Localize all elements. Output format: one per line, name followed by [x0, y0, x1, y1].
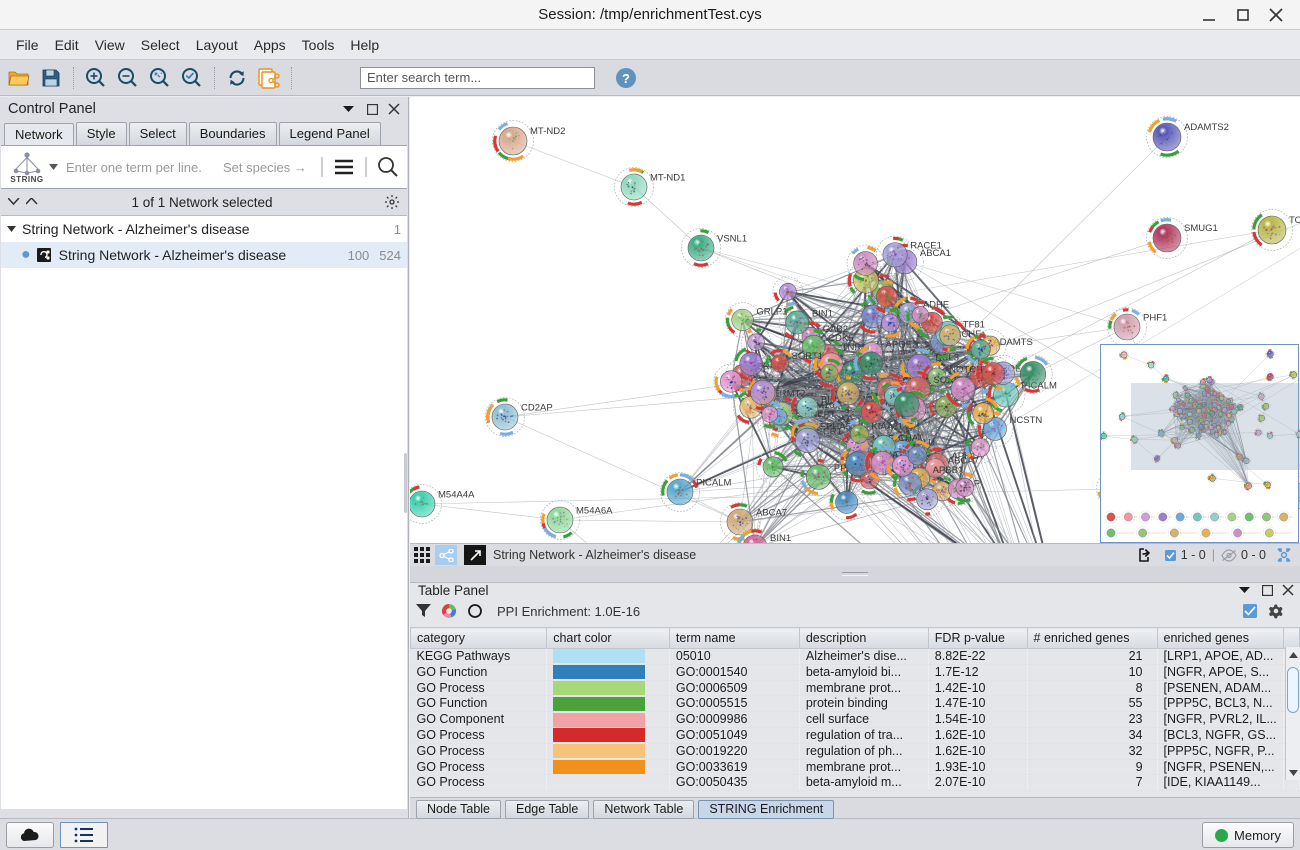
svg-text:CD2AP: CD2AP [521, 403, 553, 414]
svg-text:ABCA7: ABCA7 [756, 508, 787, 519]
svg-text:SORT1: SORT1 [792, 351, 824, 362]
svg-text:MT-ND2: MT-ND2 [530, 126, 565, 137]
svg-text:TOMM40: TOMM40 [1289, 215, 1300, 226]
svg-text:MT-ND1: MT-ND1 [650, 173, 685, 184]
svg-text:VSNL1: VSNL1 [717, 234, 747, 245]
svg-text:PHF1: PHF1 [1143, 313, 1167, 324]
svg-text:M54A6A: M54A6A [576, 506, 613, 517]
svg-text:BIN1: BIN1 [770, 533, 791, 543]
svg-text:SMUG1: SMUG1 [1184, 223, 1218, 234]
svg-text:PICALM: PICALM [696, 478, 731, 489]
svg-text:?: ? [622, 71, 630, 86]
svg-text:APOE2: APOE2 [886, 340, 918, 351]
svg-text:ADAMTS2: ADAMTS2 [1184, 122, 1229, 133]
svg-text:BIN1: BIN1 [812, 309, 833, 320]
svg-text:M54A4A: M54A4A [438, 490, 475, 501]
svg-text:GRLP1: GRLP1 [756, 307, 787, 318]
svg-text:RACE1: RACE1 [910, 241, 942, 252]
svg-text:CDK5: CDK5 [828, 333, 853, 344]
svg-text:APBB1: APBB1 [933, 465, 964, 476]
svg-text:NCSTN: NCSTN [1010, 415, 1043, 426]
svg-text:CR1: CR1 [823, 426, 842, 437]
